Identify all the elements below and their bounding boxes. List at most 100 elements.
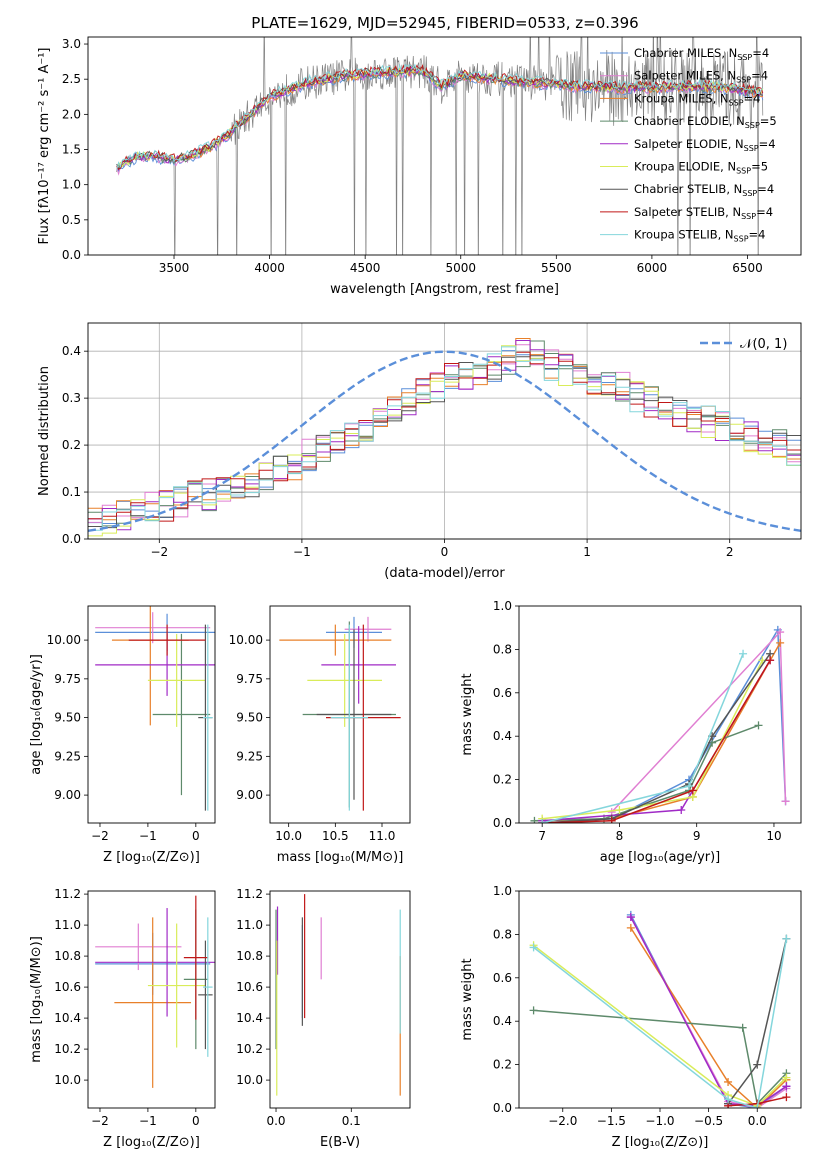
y-tick-label: 0.4 [62,344,81,358]
chart-age_vs_Z: −2 −1 0 9.00 9.25 9.50 9.75 10.00 Z [log₁₀(Z/Z⊙)… [29,605,216,865]
x-tick-label: −0.5 [694,1114,723,1128]
plot-area [95,895,215,1088]
x-tick-label: 10 [766,829,781,843]
weight-marker [688,786,697,795]
chart-weight_vs_Z: −2.0 −1.5 −1.0 −0.5 0.0 0.0 0.2 0.4 0.6 0.8 1.0 Z [… [460,884,802,1150]
plot-area [279,616,401,811]
y-tick-label: 1.0 [62,178,81,192]
y-tick-label: 0.2 [62,438,81,452]
y-tick-label: 9.50 [54,711,81,725]
legend-label: Kroupa MILES, NSSP=4 [634,91,760,107]
y-tick-label: 9.00 [54,788,81,802]
weight-marker [738,1023,747,1032]
y-axis-label: mass [log₁₀(M/M⊙)] [29,936,44,1063]
x-tick-label: −2 [91,1114,109,1128]
x-tick-label: 0 [441,545,449,559]
x-tick-label: −1 [293,545,311,559]
axes-frame [87,322,802,540]
legend-label: Chabrier STELIB, NSSP=4 [634,182,774,198]
x-tick-label: 0 [192,1114,200,1128]
x-axis-label: Z [log₁₀(Z/Z⊙)] [103,1135,200,1150]
y-tick-label: 9.00 [236,788,263,802]
x-tick-label: 3500 [159,261,190,275]
legend-label: Kroupa ELODIE, NSSP=5 [634,160,768,176]
x-tick-label: −2.0 [548,1114,577,1128]
weight-marker [781,797,790,806]
y-tick-label: 2.0 [62,107,81,121]
y-tick-label: 10.00 [229,633,263,647]
legend: Chabrier MILES, NSSP=4 Salpeter MILES, NS… [600,46,777,244]
weight-marker [615,805,624,814]
y-tick-label: 0.0 [62,248,81,262]
axes-frame [269,605,411,824]
weight-marker [724,1077,733,1086]
y-axis-label: mass weight [460,673,475,755]
plot-area [116,37,764,255]
plot-area [95,606,215,811]
plot-area [529,910,791,1108]
x-tick-label: −1.5 [597,1114,626,1128]
x-tick-label: −1 [139,829,157,843]
x-axis-label: wavelength [Angstrom, rest frame] [330,282,559,297]
x-tick-label: 8 [616,829,624,843]
weight-marker [776,638,785,647]
weight-marker [753,1060,762,1069]
x-tick-label: 0.1 [342,1114,361,1128]
weight-marker [677,805,686,814]
plot-area [88,338,801,537]
weight-marker [530,816,539,823]
y-tick-label: 10.0 [236,1073,263,1087]
plot-area [530,625,790,823]
weight-marker [776,628,785,637]
histogram-6 [88,355,801,529]
y-tick-label: 3.0 [62,37,81,51]
x-tick-label: 2 [726,545,734,559]
x-tick-label: 0.0 [748,1114,767,1128]
x-axis-label: (data-model)/error [384,566,505,581]
y-tick-label: 0.0 [493,1101,512,1115]
x-tick-label: 7 [538,829,546,843]
weight-line-8 [533,938,788,1108]
y-tick-label: 10.8 [236,949,263,963]
histogram-4 [88,340,801,531]
legend-label: Salpeter MILES, NSSP=4 [634,69,768,85]
x-tick-label: 10.5 [322,829,349,843]
y-axis-label: Flux [fλ10⁻¹⁷ erg cm⁻² s⁻¹ A⁻¹] [37,48,52,245]
y-tick-label: 9.25 [54,749,81,763]
y-tick-label: 0.1 [62,485,81,499]
x-tick-label: 5000 [445,261,476,275]
y-tick-label: 1.0 [493,599,512,613]
y-tick-label: 0.0 [62,532,81,546]
legend-label: 𝒩(0, 1) [740,337,787,352]
weight-line-0 [542,627,787,823]
x-tick-label: −2 [91,829,109,843]
y-tick-label: 10.4 [236,1011,263,1025]
y-tick-label: 9.50 [236,711,263,725]
weight-marker [538,819,547,823]
y-tick-label: 0.2 [493,773,512,787]
x-tick-label: 6000 [637,261,668,275]
axes-frame [518,605,802,824]
x-tick-label: −1.0 [645,1114,674,1128]
axes-frame [518,890,802,1109]
x-tick-label: −1 [139,1114,157,1128]
x-axis-label: E(B-V) [320,1135,360,1150]
y-tick-label: 10.4 [54,1011,81,1025]
histogram-5 [88,345,801,537]
axes-frame [269,890,411,1109]
weight-marker [626,913,635,922]
legend-label: Chabrier ELODIE, NSSP=5 [634,114,777,130]
legend-label: Kroupa STELIB, NSSP=4 [634,228,765,244]
weight-marker [684,782,693,791]
figure-title: PLATE=1629, MJD=52945, FIBERID=0533, z=0… [251,14,638,32]
y-tick-label: 10.0 [54,1073,81,1087]
histogram-3 [88,340,801,527]
y-tick-label: 0.8 [493,927,512,941]
weight-marker [626,923,635,932]
weight-marker [782,1073,791,1082]
y-tick-label: 0.4 [493,729,512,743]
y-tick-label: 10.2 [54,1042,81,1056]
x-tick-label: 0 [192,829,200,843]
y-tick-label: 9.25 [236,749,263,763]
y-tick-label: 11.0 [54,918,81,932]
